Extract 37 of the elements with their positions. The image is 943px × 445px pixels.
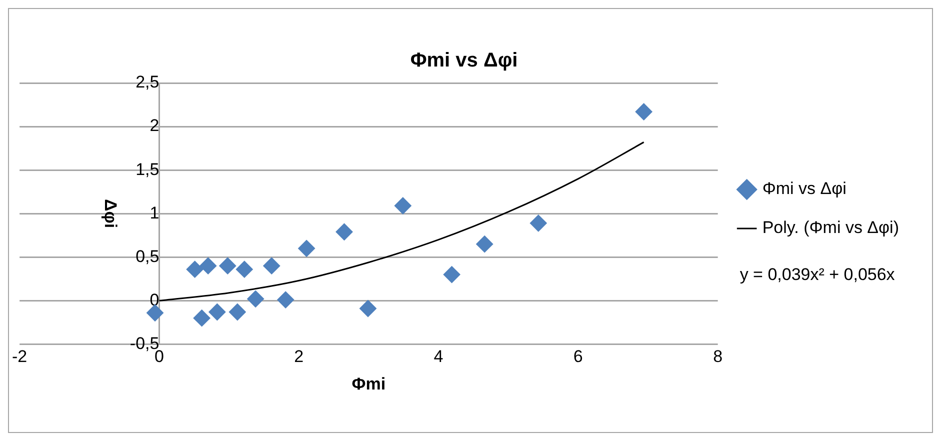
point (635, 103, 652, 120)
point (208, 303, 226, 320)
x-tick-label: -2 (12, 347, 28, 366)
point (193, 310, 210, 327)
point (247, 290, 264, 308)
point (359, 300, 376, 318)
x-axis-title: Φmi (352, 374, 386, 394)
y-tick-label: 0 (150, 290, 160, 310)
text: y = 0,039x² + 0,056x (740, 265, 896, 284)
point (186, 260, 204, 278)
point (530, 214, 547, 232)
y-tick-label: 1 (150, 203, 160, 222)
point (219, 257, 236, 274)
x-tick-label: 8 (713, 347, 723, 366)
chart-title: Φmi vs Δφi (410, 50, 518, 72)
y-tick-label: 2 (150, 116, 160, 136)
point (228, 303, 246, 320)
point (263, 257, 280, 274)
point (476, 236, 494, 253)
x-tick-label: 2 (294, 347, 304, 366)
y-tick-label: 2,5 (136, 72, 160, 92)
x-tick-label: 4 (434, 347, 444, 366)
x-tick-label: 6 (573, 347, 583, 366)
y-tick-label: 0,5 (136, 246, 160, 266)
point (146, 304, 164, 322)
point (394, 197, 412, 214)
point (200, 257, 217, 274)
point (336, 223, 353, 240)
y-axis-title: Δφi (101, 199, 120, 228)
point (298, 240, 316, 257)
legend-label: Φmi vs Δφi (762, 179, 846, 198)
y-tick-label: 1,5 (136, 160, 160, 179)
point (236, 260, 253, 278)
point (277, 291, 294, 308)
line-series (158, 141, 645, 302)
point (443, 266, 460, 284)
legend-label: Poly. (Φmi vs Δφi) (762, 218, 900, 238)
